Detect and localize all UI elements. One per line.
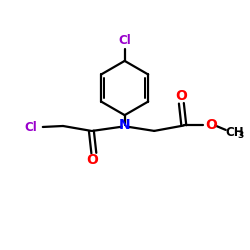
- Text: CH: CH: [226, 126, 244, 139]
- Text: Cl: Cl: [24, 121, 37, 134]
- Text: N: N: [119, 118, 130, 132]
- Text: 3: 3: [238, 131, 244, 140]
- Text: Cl: Cl: [118, 34, 131, 47]
- Text: O: O: [176, 90, 187, 104]
- Text: O: O: [86, 153, 98, 167]
- Text: O: O: [205, 118, 217, 132]
